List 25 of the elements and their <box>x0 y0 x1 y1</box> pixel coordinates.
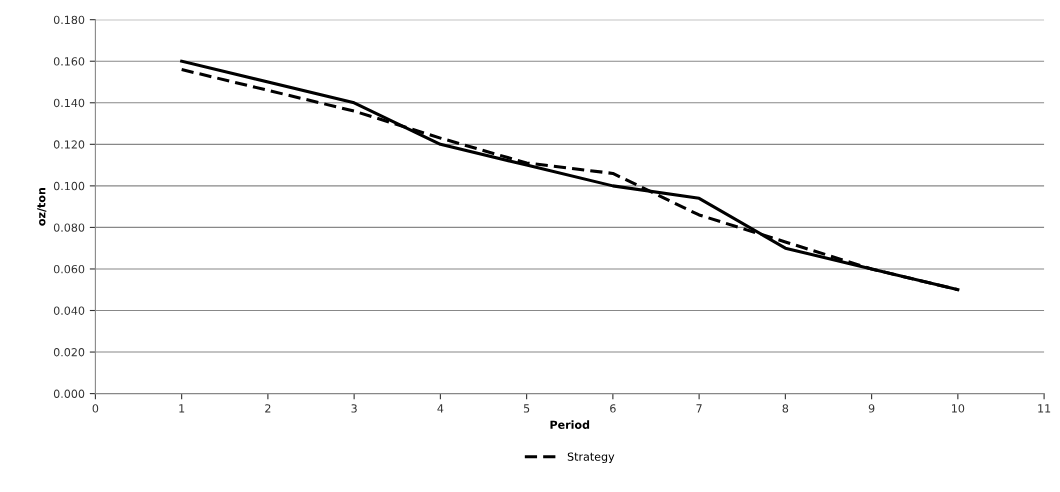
y-tick-label: 0.020 <box>53 348 85 357</box>
x-axis-title: Period <box>550 420 590 429</box>
x-tick-label: 7 <box>696 404 702 413</box>
x-tick-label: 2 <box>265 404 271 413</box>
y-tick-label: 0.060 <box>53 264 85 274</box>
x-tick-label: 11 <box>1038 404 1051 413</box>
x-tick-label: 0 <box>92 404 99 413</box>
legend-label: Strategy <box>567 452 615 463</box>
y-tick-label: 0.140 <box>53 98 85 108</box>
x-tick-label: 8 <box>782 404 789 413</box>
y-tick-label: 0.040 <box>53 306 85 315</box>
x-tick-label: 1 <box>179 404 185 413</box>
y-tick-label: 0.160 <box>53 57 85 66</box>
y-tick-label: 0.000 <box>53 389 85 398</box>
x-tick-label: 6 <box>610 404 616 413</box>
y-tick-label: 0.080 <box>53 223 85 232</box>
y-tick-label: 0.100 <box>53 181 85 191</box>
x-tick-label: 9 <box>868 404 875 413</box>
x-tick-label: 4 <box>437 404 444 413</box>
y-axis-title: oz/ton <box>37 188 47 226</box>
y-tick-label: 0.180 <box>53 15 85 25</box>
x-tick-label: 5 <box>523 404 530 413</box>
x-tick-label: 3 <box>351 404 357 413</box>
x-tick-label: 10 <box>952 404 965 413</box>
y-tick-label: 0.120 <box>53 140 85 149</box>
